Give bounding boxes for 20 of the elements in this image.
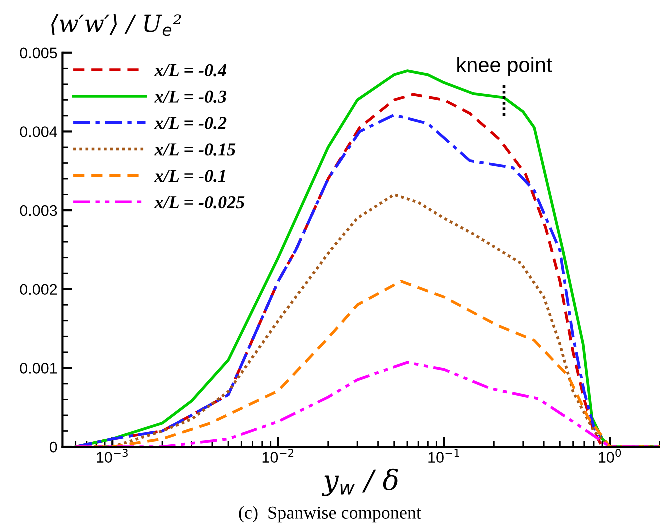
x-tick-label: 10$^{−3}$ — [97, 449, 128, 463]
y-tick-label: 0.001 — [20, 363, 58, 374]
legend-label: x/L = -0.3 — [154, 90, 227, 104]
legend-label: x/L = -0.4 — [154, 64, 227, 77]
text: (c) Spanwise component — [239, 506, 422, 523]
x-axis-title: y$_{w}$ / δ — [322, 468, 398, 496]
y-axis-title: ⟨w′w′⟩ / U$_{e}$² — [52, 14, 182, 36]
y-tick-label: 0 — [50, 442, 58, 453]
x-tick-label: 10$^{−1}$ — [428, 449, 460, 463]
y-tick-label: 0.002 — [20, 284, 58, 296]
y-tick-label: 0.004 — [20, 126, 58, 138]
y-tick-label: 0.003 — [20, 205, 58, 216]
x-tick-label: 10$^{−2}$ — [262, 449, 294, 463]
x-tick-label: 10$^{0}$ — [599, 449, 622, 463]
legend-label: x/L = -0.2 — [154, 117, 227, 130]
annotation: knee point — [458, 57, 552, 77]
legend-label: x/L = -0.025 — [154, 196, 245, 209]
legend-label: x/L = -0.1 — [154, 170, 226, 182]
legend-label: x/L = -0.15 — [154, 144, 236, 156]
y-tick-label: 0.005 — [20, 48, 58, 59]
